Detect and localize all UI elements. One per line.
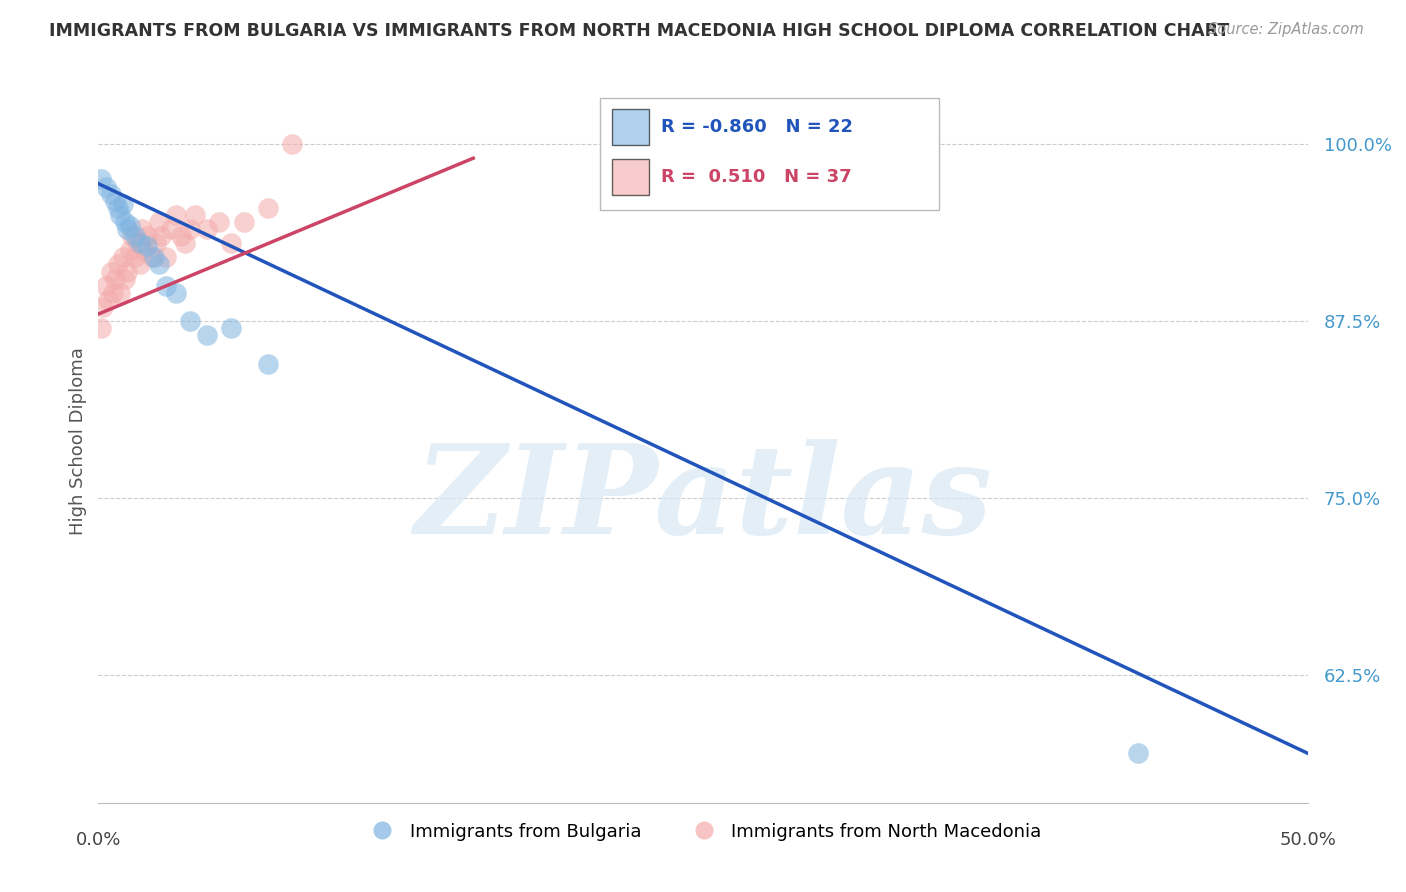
Point [104,271,127,285]
Point [134,244,156,258]
Point [124,229,146,244]
Point [91,300,114,314]
Point [128,236,150,251]
Point [1128,746,1150,760]
Point [90,172,112,186]
Point [124,251,146,265]
Point [127,236,149,251]
Point [179,222,201,236]
Point [94,179,117,194]
Point [148,257,170,271]
Point [155,251,177,265]
Point [174,236,197,251]
Point [97,293,120,307]
FancyBboxPatch shape [613,109,648,145]
Text: ZIPatlas: ZIPatlas [413,439,993,560]
Point [155,278,177,293]
Point [118,219,141,234]
Point [148,215,170,229]
Point [256,357,278,371]
Point [195,328,218,343]
Point [208,215,231,229]
Point [256,201,278,215]
Point [195,222,218,236]
Point [160,222,183,236]
Point [165,208,187,222]
Point [131,222,153,236]
Point [100,186,122,201]
Point [101,285,124,300]
Point [128,257,150,271]
Point [232,215,254,229]
Legend: Immigrants from Bulgaria, Immigrants from North Macedonia: Immigrants from Bulgaria, Immigrants fro… [357,815,1049,848]
Point [184,208,207,222]
Point [145,236,167,251]
Point [94,278,117,293]
Point [111,251,134,265]
Point [118,244,141,258]
Point [90,321,112,335]
Point [135,239,157,253]
FancyBboxPatch shape [600,98,939,211]
Point [135,229,157,244]
Point [107,201,129,215]
Text: 0.0%: 0.0% [76,830,121,848]
Point [108,208,131,222]
Text: Source: ZipAtlas.com: Source: ZipAtlas.com [1208,22,1364,37]
Point [221,321,243,335]
Point [114,215,136,229]
Point [141,251,163,265]
Point [165,285,187,300]
Point [169,229,191,244]
Text: 50.0%: 50.0% [1279,830,1336,848]
Point [117,264,139,278]
Text: R =  0.510   N = 37: R = 0.510 N = 37 [661,169,851,186]
Point [281,136,304,151]
Point [104,194,127,208]
Point [114,271,136,285]
Point [111,196,134,211]
Point [179,314,201,328]
Point [221,236,243,251]
Point [100,264,122,278]
Point [107,257,129,271]
Point [150,229,173,244]
Text: R = -0.860   N = 22: R = -0.860 N = 22 [661,118,852,136]
Point [143,251,166,265]
Y-axis label: High School Diploma: High School Diploma [69,348,87,535]
Point [108,285,131,300]
FancyBboxPatch shape [613,159,648,195]
Point [117,222,139,236]
Text: IMMIGRANTS FROM BULGARIA VS IMMIGRANTS FROM NORTH MACEDONIA HIGH SCHOOL DIPLOMA : IMMIGRANTS FROM BULGARIA VS IMMIGRANTS F… [49,22,1229,40]
Point [121,229,143,244]
